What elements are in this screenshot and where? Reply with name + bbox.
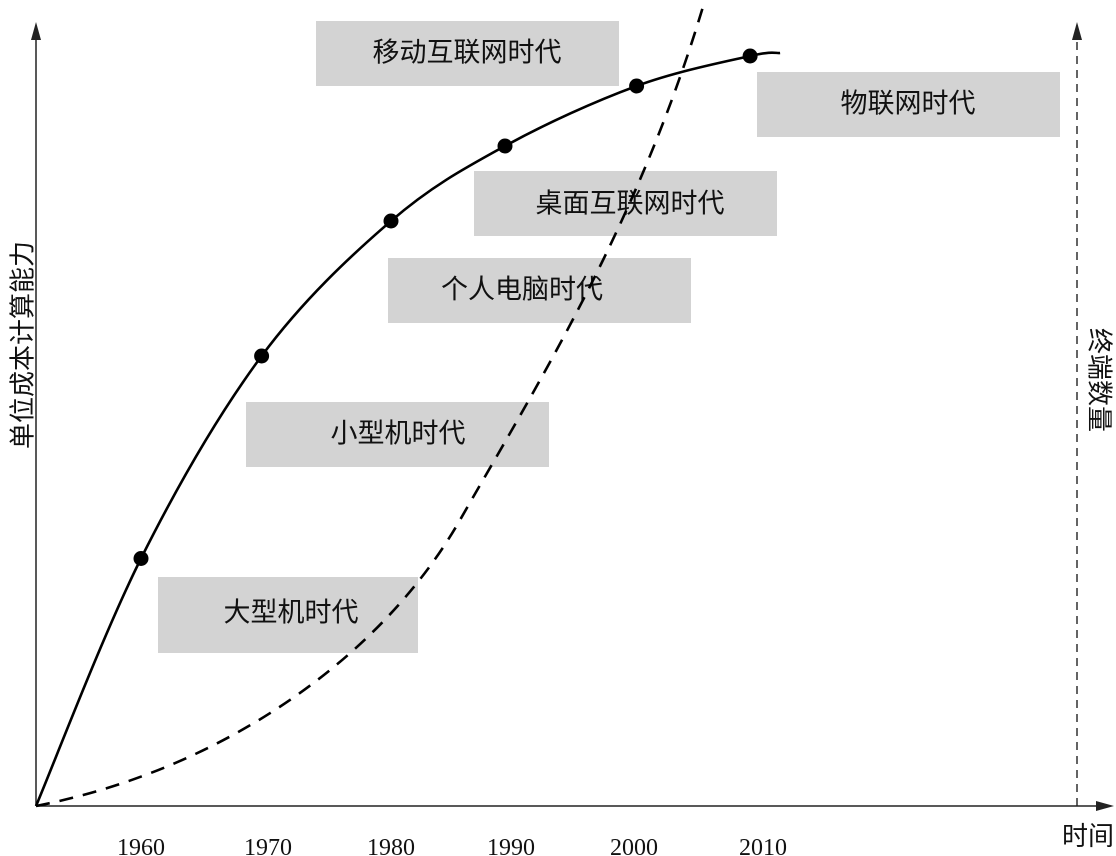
data-point-1 [254,348,270,364]
data-points [133,48,758,566]
axes [31,22,1114,811]
era-iot: 物联网时代 [757,72,1060,137]
y-axis-left-label: 单位成本计算能力 [9,241,39,449]
x-tick-label-1960: 1960 [117,835,165,856]
y-axis-right-label: 终端数量 [1084,328,1114,432]
era-annotations: 移动互联网时代 物联网时代 桌面互联网时代 个人电脑时代 小型机时代 大型机时代 [158,21,1060,653]
dashed-series-line [35,0,707,808]
x-tick-label-1970: 1970 [244,835,292,856]
x-tick-label-2000: 2000 [610,835,658,856]
data-point-4 [629,78,645,94]
era-box-desktop-internet [474,171,777,236]
era-label-desktop-internet: 桌面互联网时代 [536,189,725,220]
era-box-mainframe [158,577,418,653]
x-axis-arrow-icon [1096,801,1114,811]
data-point-5 [742,48,758,64]
era-minicomputer: 小型机时代 [246,402,549,467]
era-mobile-internet: 移动互联网时代 [316,21,619,86]
x-tick-labels: 1960 1970 1980 1990 2000 2010 [117,835,787,856]
era-box-minicomputer [246,402,549,467]
era-label-mainframe: 大型机时代 [224,598,359,629]
x-tick-label-2010: 2010 [739,835,787,856]
era-label-iot: 物联网时代 [841,89,976,120]
data-point-3 [497,138,513,154]
era-label-minicomputer: 小型机时代 [331,419,466,450]
y-axis-right-arrow-icon [1072,22,1082,40]
era-box-mobile-internet [316,21,619,86]
era-label-mobile-internet: 移动互联网时代 [373,38,562,69]
era-mainframe: 大型机时代 [158,577,418,653]
era-box-iot [757,72,1060,137]
era-label-personal-computer: 个人电脑时代 [441,275,603,306]
x-tick-label-1990: 1990 [487,835,535,856]
y-axis-left-arrow-icon [31,22,41,40]
x-tick-label-1980: 1980 [367,835,415,856]
data-point-0 [133,551,149,566]
era-desktop-internet: 桌面互联网时代 [474,171,777,236]
x-axis-label: 时间 [1062,822,1114,852]
era-box-personal-computer [388,258,691,323]
data-point-2 [383,213,399,229]
era-personal-computer: 个人电脑时代 [388,258,691,323]
